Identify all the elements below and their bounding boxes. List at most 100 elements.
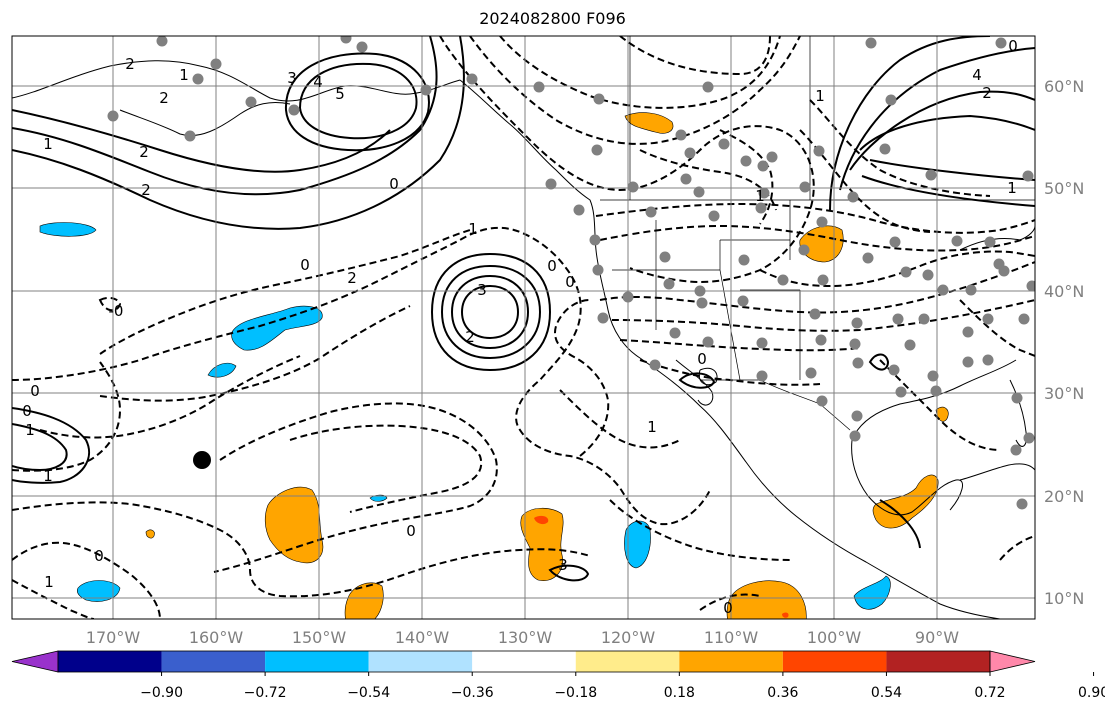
lon-label: 170°W — [86, 628, 141, 647]
colorbar-tick-label: 0.72 — [974, 685, 1005, 701]
station-dot — [680, 173, 692, 185]
shaded-areas — [39, 112, 949, 619]
station-dot — [904, 339, 916, 351]
station-dot — [895, 386, 907, 398]
colorbar-extend-low — [11, 650, 59, 673]
station-dot — [817, 274, 829, 286]
colorbar-segment — [782, 651, 887, 672]
contour-label: 3 — [287, 69, 297, 87]
station-dot — [816, 395, 828, 407]
station-dot — [766, 151, 778, 163]
station-dot — [930, 385, 942, 397]
station-dot — [922, 269, 934, 281]
station-dot — [1016, 498, 1028, 510]
station-dot — [740, 155, 752, 167]
lon-label: 100°W — [807, 628, 862, 647]
colorbar-tick-labels: −0.90 −0.72 −0.54 −0.36 −0.18 0.18 0.36 0.54 0.7… — [140, 672, 1105, 701]
storm-center-marker — [193, 451, 211, 469]
station-dot — [851, 317, 863, 329]
station-dot — [597, 312, 609, 324]
shade-cyan — [231, 305, 323, 351]
lon-label: 110°W — [704, 628, 759, 647]
lon-label: 160°W — [189, 628, 244, 647]
station-dot — [1011, 392, 1023, 404]
contour-label: 0 — [565, 273, 575, 291]
colorbar-tick-label: −0.90 — [140, 685, 183, 701]
contour-label: 2 — [125, 55, 135, 73]
graticule — [12, 36, 1035, 619]
latitude-labels: 60°N 50°N 40°N 30°N 20°N 10°N — [1044, 77, 1084, 608]
contour-label: 0 — [547, 257, 557, 275]
colorbar-tick-label: −0.72 — [244, 685, 287, 701]
station-dot — [684, 147, 696, 159]
station-dot — [756, 370, 768, 382]
station-dot — [965, 284, 977, 296]
shade-orange — [344, 582, 384, 619]
contour-label: 0 — [1008, 37, 1018, 55]
station-dot — [865, 37, 877, 49]
shade-cyan — [207, 363, 237, 378]
shade-cyan — [624, 520, 651, 569]
station-dot — [813, 145, 825, 157]
colorbar — [11, 650, 1036, 673]
station-dot — [627, 181, 639, 193]
station-dot — [708, 210, 720, 222]
shade-orange — [520, 507, 564, 581]
colorbar-tick-label: −0.18 — [554, 685, 597, 701]
shade-orange — [872, 474, 939, 529]
station-dot — [918, 313, 930, 325]
station-dot — [589, 234, 601, 246]
contour-label: 1 — [647, 418, 657, 436]
station-dot — [156, 36, 168, 47]
lon-label: 140°W — [395, 628, 450, 647]
station-dot — [962, 356, 974, 368]
station-dot — [645, 206, 657, 218]
station-dot — [659, 251, 671, 263]
station-dot — [288, 104, 300, 116]
station-dot — [622, 291, 634, 303]
colorbar-outline — [57, 650, 991, 673]
colorbar-segment — [58, 651, 162, 672]
station-dot — [1026, 280, 1035, 292]
contour-label: 1 — [43, 135, 53, 153]
colorbar-segment — [472, 651, 576, 672]
station-dot — [738, 254, 750, 266]
longitude-labels: 170°W 160°W 150°W 140°W 130°W 120°W 110°W 100°W… — [86, 628, 959, 647]
station-dot — [927, 370, 939, 382]
contour-label: 0 — [723, 599, 733, 617]
station-dot — [340, 36, 352, 44]
contour-label: 1 — [815, 87, 825, 105]
lat-label: 50°N — [1044, 179, 1084, 198]
station-dot — [718, 138, 730, 150]
station-dot — [849, 430, 861, 442]
station-dot — [851, 410, 863, 422]
colorbar-tick-label: −0.54 — [347, 685, 390, 701]
station-dot — [756, 337, 768, 349]
lon-label: 130°W — [498, 628, 553, 647]
station-dot — [184, 130, 196, 142]
station-dot — [356, 41, 368, 53]
station-dot — [962, 326, 974, 338]
contour-label: 0 — [389, 175, 399, 193]
station-dot — [693, 186, 705, 198]
station-dot — [1022, 170, 1034, 182]
colorbar-segment — [679, 651, 783, 672]
station-dot — [573, 204, 585, 216]
contour-label: 1 — [179, 66, 189, 84]
contour-label: 0 — [406, 522, 416, 540]
contour-label: -0 — [109, 302, 124, 320]
station-dot — [984, 236, 996, 248]
lat-label: 20°N — [1044, 487, 1084, 506]
contour-label: 2 — [982, 84, 992, 102]
station-dot — [798, 244, 810, 256]
contour-label: 1 — [43, 467, 53, 485]
station-dot — [816, 216, 828, 228]
station-dot — [545, 178, 557, 190]
station-dot — [862, 252, 874, 264]
contour-label: 0 — [22, 402, 32, 420]
shade-cyan — [76, 580, 121, 602]
lat-label: 60°N — [1044, 77, 1084, 96]
station-dot — [1010, 444, 1022, 456]
station-dot — [245, 96, 257, 108]
